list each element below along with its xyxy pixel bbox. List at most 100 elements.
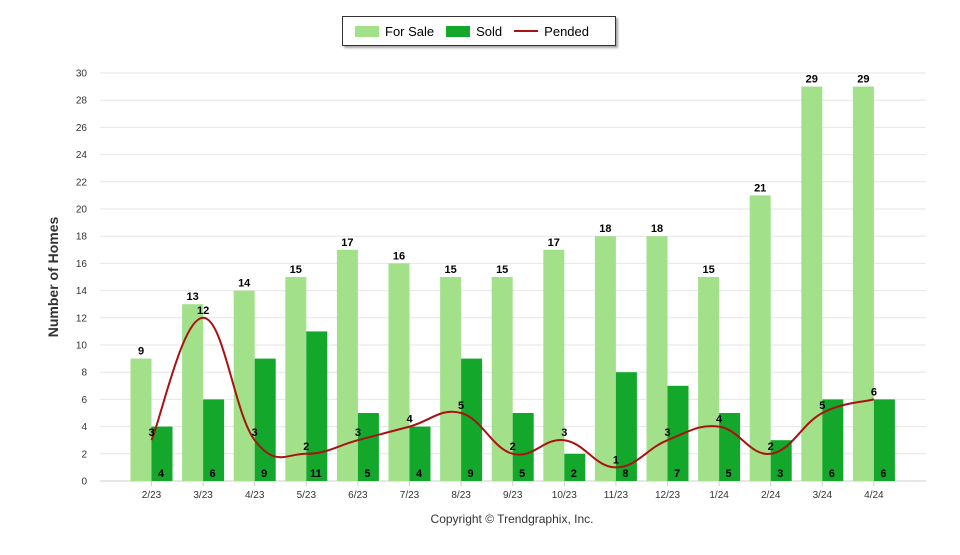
x-tick-label: 6/23 [348,490,368,501]
data-label-pended: 2 [768,441,774,453]
bar-sold [151,426,173,481]
data-label-sold: 6 [210,468,216,480]
y-tick-label: 24 [76,150,88,161]
bar-sold [822,399,844,481]
y-tick-label: 10 [76,341,88,352]
bar-sold [409,426,431,481]
data-label-sold: 11 [310,468,322,480]
x-tick-label: 3/24 [813,490,833,501]
data-label-pended: 4 [406,414,413,426]
y-tick-label: 8 [81,368,87,379]
data-label-pended: 12 [197,305,209,317]
data-label-sold: 8 [622,468,628,480]
x-tick-label: 1/24 [709,490,729,501]
x-tick-label: 12/23 [655,490,680,501]
data-label-sold: 5 [519,468,525,480]
x-tick-label: 7/23 [400,490,420,501]
y-tick-label: 12 [76,313,88,324]
y-tick-label: 18 [76,232,88,243]
x-tick-label: 9/23 [503,490,523,501]
bar-for-sale [285,277,307,481]
data-label-pended: 2 [510,441,516,453]
data-label-for-sale: 18 [651,223,663,235]
x-tick-label: 4/23 [245,490,265,501]
data-label-sold: 6 [829,468,835,480]
data-label-for-sale: 18 [599,223,611,235]
data-label-pended: 2 [303,441,309,453]
x-tick-label: 8/23 [451,490,471,501]
data-label-for-sale: 13 [186,291,198,303]
bar-sold [615,372,637,481]
data-label-pended: 3 [148,427,154,439]
y-tick-label: 26 [76,123,88,134]
copyright-text: Copyright © Trendgraphix, Inc. [430,512,594,526]
y-tick-label: 4 [81,422,87,433]
y-axis-label: Number of Homes [45,216,61,338]
data-label-pended: 6 [871,386,877,398]
legend: For Sale Sold Pended [342,16,616,46]
legend-label-for-sale: For Sale [385,23,435,39]
bar-sold [254,358,276,481]
data-label-pended: 5 [458,400,464,412]
bar-sold [306,331,328,481]
bar-for-sale [594,236,616,481]
y-tick-label: 28 [76,96,88,107]
legend-item-pended[interactable]: Pended [514,24,589,39]
x-tick-label: 4/24 [864,490,884,501]
data-label-for-sale: 16 [393,250,405,262]
bar-sold [461,358,483,481]
legend-swatch-sold [446,25,471,37]
x-tick-label: 2/23 [142,490,162,501]
data-label-for-sale: 17 [341,237,353,249]
data-label-pended: 5 [819,400,825,412]
data-label-sold: 7 [674,468,680,480]
bar-for-sale [388,263,410,481]
bar-sold [512,413,534,481]
y-tick-label: 20 [76,205,88,216]
bar-for-sale [130,358,152,481]
bar-for-sale [233,290,255,481]
data-label-pended: 3 [355,427,361,439]
y-tick-label: 30 [76,69,88,80]
y-tick-label: 22 [76,177,88,188]
bar-sold [770,440,792,481]
bar-for-sale [801,86,823,481]
bar-sold [667,385,689,481]
bar-sold [719,413,741,481]
data-label-pended: 1 [613,454,619,466]
bar-for-sale [336,249,358,481]
bar-sold [203,399,225,481]
y-tick-label: 2 [81,449,87,460]
data-label-pended: 3 [252,427,258,439]
data-label-for-sale: 15 [290,264,302,276]
data-label-for-sale: 15 [444,264,456,276]
x-tick-label: 10/23 [552,490,577,501]
data-label-for-sale: 29 [857,74,869,86]
y-tick-label: 6 [81,395,87,406]
data-label-pended: 3 [664,427,670,439]
data-label-pended: 3 [561,427,567,439]
bar-for-sale [543,249,565,481]
legend-item-sold[interactable]: Sold [446,24,502,39]
legend-swatch-for-sale [355,25,379,37]
bar-for-sale [440,277,462,481]
legend-item-for-sale[interactable]: For Sale [355,24,434,39]
pended-line [150,316,875,469]
y-tick-label: 14 [76,286,88,297]
data-label-for-sale: 9 [138,346,144,358]
x-tick-label: 2/24 [761,490,781,501]
data-label-sold: 5 [726,468,732,480]
x-tick-label: 11/23 [604,490,629,501]
data-label-sold: 9 [468,468,474,480]
data-label-sold: 3 [777,468,783,480]
data-label-for-sale: 21 [754,182,766,194]
data-label-sold: 5 [364,468,370,480]
legend-label-pended: Pended [544,23,589,39]
data-label-sold: 6 [880,468,886,480]
data-label-for-sale: 14 [238,278,251,290]
x-tick-label: 3/23 [193,490,213,501]
bar-for-sale [182,304,204,481]
data-label-for-sale: 15 [496,264,508,276]
